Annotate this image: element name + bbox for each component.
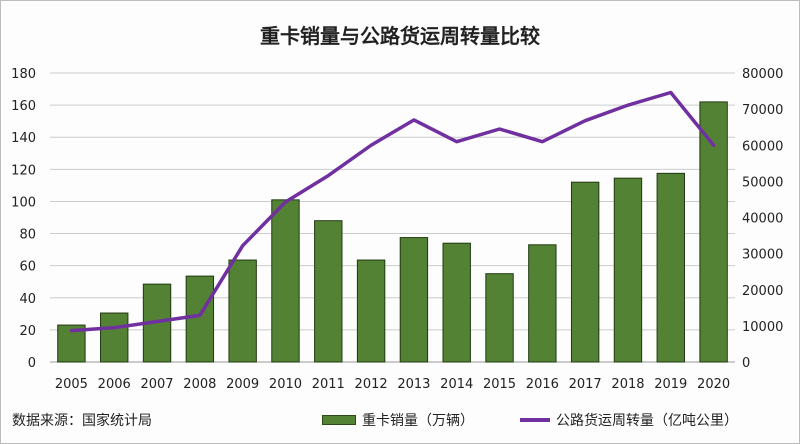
bar xyxy=(356,259,386,363)
x-tick-label: 2013 xyxy=(397,377,430,392)
bar xyxy=(228,259,257,363)
right-tick-label: 10000 xyxy=(742,320,783,335)
bar xyxy=(528,244,557,363)
bar xyxy=(271,199,300,363)
x-tick-label: 2012 xyxy=(355,377,388,392)
bar xyxy=(656,172,685,363)
legend-line-swatch xyxy=(520,418,550,422)
right-tick-label: 50000 xyxy=(742,175,783,190)
chart-title: 重卡销量与公路货运周转量比较 xyxy=(260,24,540,48)
bar xyxy=(100,312,129,363)
legend-bar-swatch xyxy=(322,415,356,425)
legend-item-line: 公路货运周转量（亿吨公里） xyxy=(520,410,738,430)
bar xyxy=(185,275,215,363)
x-tick-label: 2008 xyxy=(183,377,216,392)
x-tick-label: 2020 xyxy=(697,377,730,392)
bar xyxy=(314,220,343,363)
x-tick-label: 2006 xyxy=(98,377,131,392)
right-tick-label: 80000 xyxy=(742,67,783,82)
right-tick-label: 60000 xyxy=(742,139,783,154)
bar xyxy=(613,177,643,363)
left-tick-label: 60 xyxy=(19,260,36,275)
x-tick-label: 2016 xyxy=(526,377,559,392)
right-tick-label: 0 xyxy=(742,356,750,371)
x-tick-label: 2005 xyxy=(55,377,88,392)
bar xyxy=(399,237,429,363)
x-tick-label: 2007 xyxy=(140,377,173,392)
x-tick-label: 2015 xyxy=(483,377,516,392)
right-tick-label: 20000 xyxy=(742,284,783,299)
x-tick-label: 2019 xyxy=(654,377,687,392)
legend-line-label: 公路货运周转量（亿吨公里） xyxy=(556,413,738,429)
left-tick-label: 180 xyxy=(11,67,36,82)
line-series xyxy=(69,90,716,333)
bar xyxy=(442,242,471,363)
left-tick-label: 20 xyxy=(19,324,36,339)
left-tick-label: 140 xyxy=(11,131,36,146)
legend-item-bar: 重卡销量（万辆） xyxy=(322,410,474,430)
data-source: 数据来源：国家统计局 xyxy=(12,413,152,429)
legend-bar-label: 重卡销量（万辆） xyxy=(362,413,474,429)
left-tick-label: 40 xyxy=(19,292,36,307)
left-tick-label: 160 xyxy=(11,99,36,114)
left-tick-label: 0 xyxy=(28,356,36,371)
left-tick-label: 80 xyxy=(19,228,36,243)
bar xyxy=(485,273,514,363)
right-tick-label: 40000 xyxy=(742,212,783,227)
bar xyxy=(570,181,600,363)
x-tick-label: 2009 xyxy=(226,377,259,392)
right-tick-label: 70000 xyxy=(742,103,783,118)
x-tick-label: 2010 xyxy=(269,377,302,392)
left-tick-label: 100 xyxy=(11,195,36,210)
x-tick-label: 2011 xyxy=(312,377,345,392)
bar xyxy=(699,101,728,363)
x-tick-label: 2017 xyxy=(569,377,602,392)
right-tick-label: 30000 xyxy=(742,248,783,263)
left-tick-label: 120 xyxy=(11,163,36,178)
x-tick-label: 2018 xyxy=(611,377,644,392)
x-tick-label: 2014 xyxy=(440,377,473,392)
